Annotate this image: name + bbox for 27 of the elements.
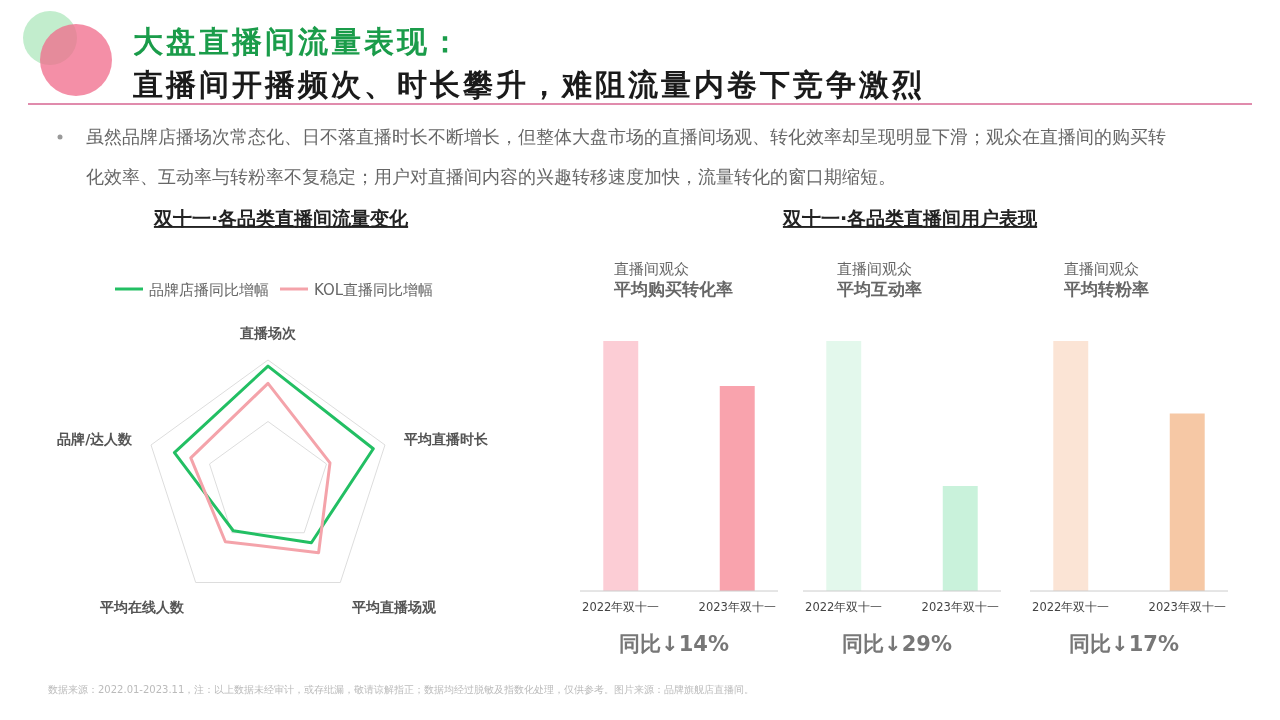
text: 同比↓14% bbox=[619, 632, 729, 656]
chart-subtitle: 直播间观众 bbox=[1064, 260, 1139, 278]
legend-label: KOL直播同比增幅 bbox=[314, 281, 434, 299]
x-tick-label: 2023年双十一 bbox=[921, 600, 999, 614]
spoke-label: 平均在线人数 bbox=[99, 599, 186, 616]
chart-title: 平均转粉率 bbox=[1063, 279, 1149, 299]
x-tick-label: 2022年双十一 bbox=[1032, 600, 1110, 614]
chart-title: 平均互动率 bbox=[836, 279, 922, 299]
spoke-label: 直播场次 bbox=[239, 325, 297, 342]
chart-title: 平均购买转化率 bbox=[613, 279, 733, 299]
text: 同比↓17% bbox=[1069, 632, 1179, 656]
chart-title: 双十一·各品类直播间流量变化 bbox=[152, 207, 410, 229]
text: 同比↓29% bbox=[842, 632, 952, 656]
spoke-label: 平均直播时长 bbox=[402, 430, 489, 447]
spoke-label: 平均直播场观 bbox=[350, 599, 437, 616]
text: 虽然品牌店播场次常态化、日不落直播时长不断增长，但整体大盘市场的直播间场观、转化效率却呈现明显下滑；观众在直播间的购买转化效率、互动率与转粉率不复稳定；用户对直播间内容的兴趣转移速度加快，流量转化的窗口期缩短。 bbox=[86, 127, 1166, 187]
text: 大盘直播间流量表现： bbox=[133, 24, 463, 59]
x-tick-label: 2023年双十一 bbox=[1148, 600, 1226, 614]
text: 双十一·各品类直播间用户表现 bbox=[781, 207, 1039, 229]
spoke-label: 品牌/达人数 bbox=[57, 430, 134, 447]
text: 直播间开播频次、时长攀升，难阻流量内卷下竞争激烈 bbox=[132, 67, 925, 102]
x-tick-label: 2023年双十一 bbox=[698, 600, 776, 614]
x-tick-label: 2022年双十一 bbox=[582, 600, 660, 614]
chart-subtitle: 直播间观众 bbox=[837, 260, 912, 278]
x-tick-label: 2022年双十一 bbox=[805, 600, 883, 614]
chart-subtitle: 直播间观众 bbox=[614, 260, 689, 278]
legend-label: 品牌店播同比增幅 bbox=[149, 281, 269, 299]
